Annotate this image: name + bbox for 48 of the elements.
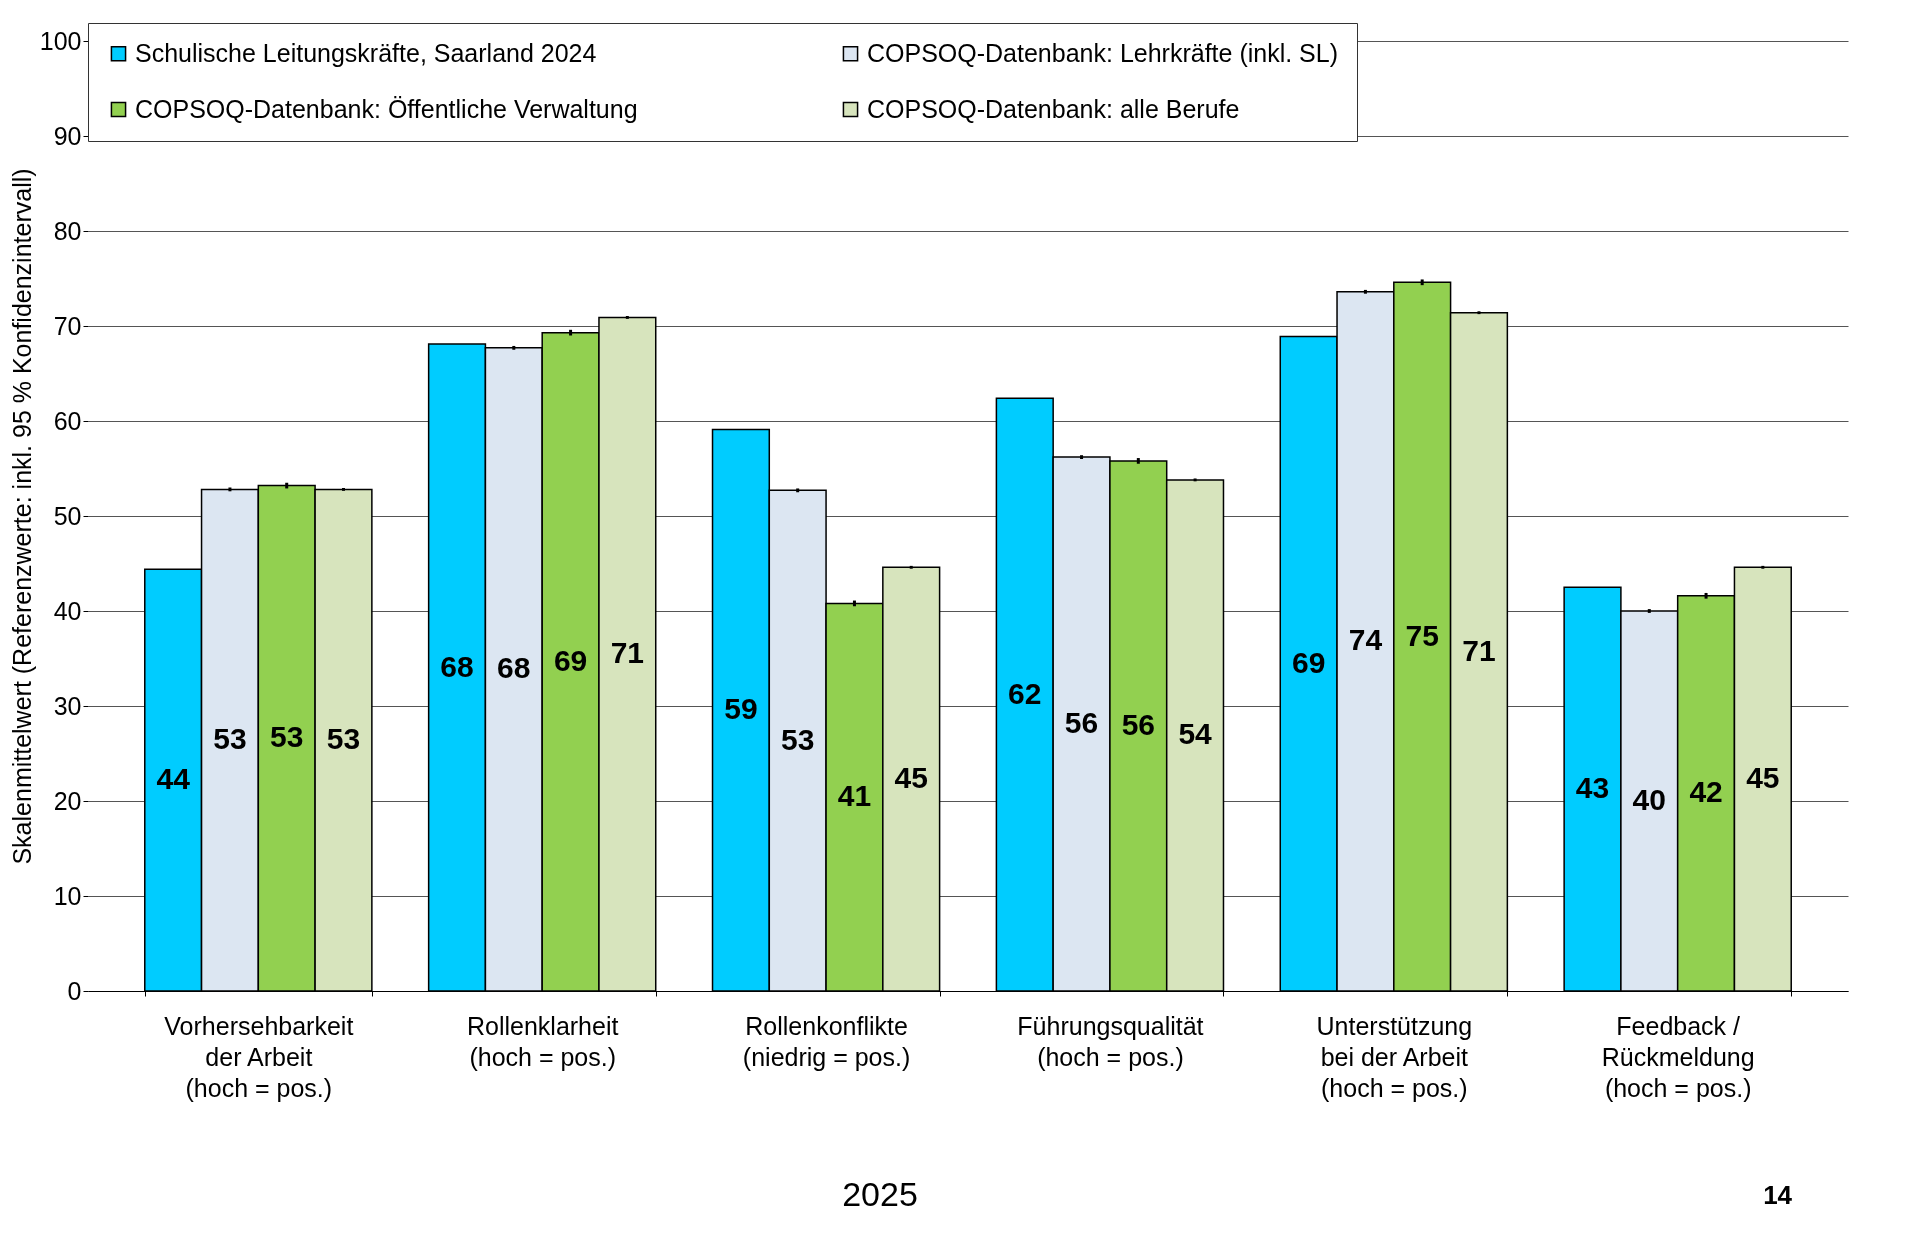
y-tick-label: 80 — [53, 216, 82, 245]
data-label: 56 — [1121, 707, 1156, 741]
data-label: 74 — [1348, 623, 1383, 657]
data-label: 41 — [837, 779, 872, 813]
y-axis-title: Skalenmittelwert (Referenzwerte: inkl. 95 % Konfidenzintervall) — [7, 168, 36, 865]
y-tick-label: 10 — [53, 881, 82, 910]
data-label: 56 — [1064, 706, 1099, 740]
y-tick-label: 50 — [53, 501, 82, 530]
data-label: 75 — [1405, 618, 1439, 652]
y-tick-label: 100 — [39, 26, 82, 55]
data-label: 69 — [1291, 645, 1326, 679]
data-label: 53 — [213, 722, 247, 756]
y-tick-label: 0 — [67, 976, 82, 1005]
data-label: 45 — [894, 761, 928, 795]
x-tick-label: Rollenklarheit (hoch = pos.) — [466, 1011, 619, 1071]
data-label: 69 — [553, 643, 588, 677]
y-tick-label: 30 — [53, 691, 82, 720]
text: 14 — [1763, 1180, 1793, 1210]
data-label: 44 — [156, 762, 191, 796]
x-tick-label: Rollenkonflikte (niedrig = pos.) — [742, 1011, 911, 1071]
legend-label: COPSOQ-Datenbank: alle Berufe — [867, 94, 1240, 123]
x-tick-label: Vorhersehbarkeit der Arbeit (hoch = pos.) — [164, 1011, 354, 1102]
data-label: 71 — [610, 636, 645, 670]
x-tick-label: Unterstützung bei der Arbeit (hoch = pos.) — [1316, 1011, 1473, 1102]
y-tick-label: 90 — [53, 121, 82, 150]
legend-label: Schulische Leitungskräfte, Saarland 2024 — [135, 38, 597, 67]
legend-label: COPSOQ-Datenbank: Lehrkräfte (inkl. SL) — [867, 38, 1339, 67]
y-tick-label: 70 — [53, 311, 82, 340]
data-label: 68 — [440, 649, 474, 683]
y-tick-label: 60 — [53, 406, 82, 435]
y-tick-label: 20 — [53, 786, 82, 815]
data-label: 68 — [497, 651, 531, 685]
data-label: 53 — [780, 722, 815, 756]
data-label: 42 — [1689, 775, 1723, 809]
x-tick-label: Feedback / Rückmeldung (hoch = pos.) — [1601, 1011, 1755, 1102]
x-tick-label: Führungsqualität (hoch = pos.) — [1017, 1011, 1204, 1071]
data-label: 45 — [1746, 761, 1780, 795]
data-label: 54 — [1178, 717, 1213, 751]
data-label: 62 — [1008, 676, 1042, 710]
legend-label: COPSOQ-Datenbank: Öffentliche Verwaltung — [135, 94, 638, 123]
data-label: 40 — [1632, 783, 1666, 816]
data-label: 43 — [1575, 771, 1610, 805]
text: 2025 — [842, 1175, 918, 1213]
data-label: 59 — [724, 692, 758, 726]
data-label: 71 — [1462, 633, 1496, 667]
data-label: 53 — [326, 722, 361, 756]
y-tick-label: 40 — [53, 596, 82, 625]
data-label: 53 — [270, 720, 304, 754]
